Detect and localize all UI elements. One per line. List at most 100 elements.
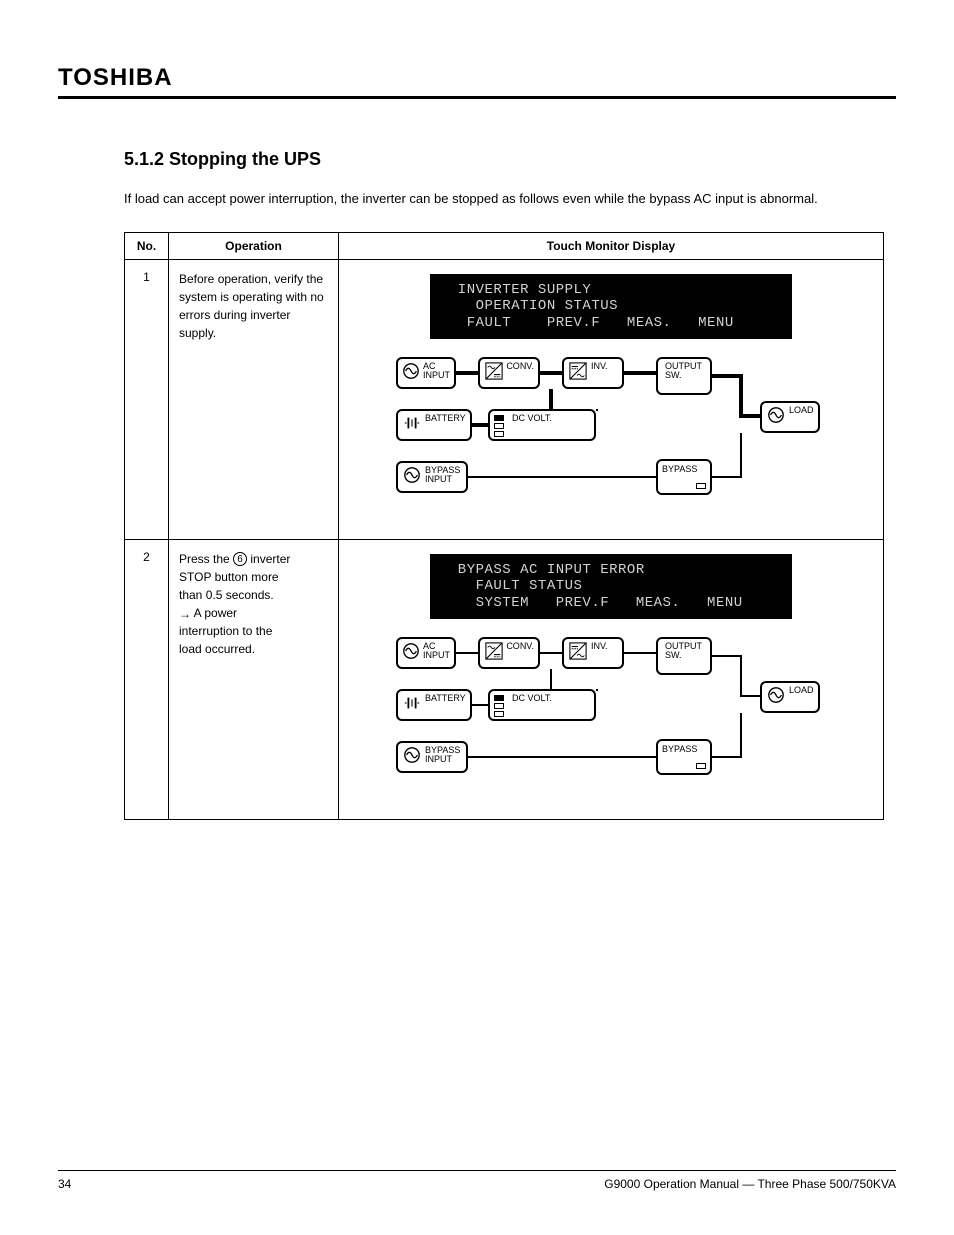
circled-number-icon: 6 xyxy=(233,552,247,566)
row1-no: 1 xyxy=(125,259,169,539)
sine-icon xyxy=(766,405,786,425)
acdc-icon xyxy=(484,641,503,661)
table-header-no: No. xyxy=(125,232,169,259)
diagram-block-load: LOAD xyxy=(760,401,820,433)
table-row: 1 Before operation, verify the system is… xyxy=(125,259,884,539)
block-label: OUTPUTSW. xyxy=(665,362,702,381)
connector-line xyxy=(740,713,742,758)
block-label: BYPASSINPUT xyxy=(425,466,460,485)
block-label: BATTERY xyxy=(425,694,466,703)
lcd-line: BYPASS AC INPUT ERROR xyxy=(440,562,782,579)
op2-l1-post: inverter xyxy=(250,552,290,566)
connector-line xyxy=(624,652,656,654)
led-stack xyxy=(494,415,510,439)
table-row: 2 Press the 6 inverter STOP button more … xyxy=(125,539,884,819)
diagram-block-dc: DC VOLT. xyxy=(488,689,596,721)
brand-text: TOSHIBA xyxy=(58,64,896,92)
block-label: DC VOLT. xyxy=(512,414,552,423)
batt-icon xyxy=(402,693,422,713)
acdc-icon xyxy=(484,361,503,381)
diagram-block-bypass-sw: BYPASS xyxy=(656,459,712,495)
connector-line xyxy=(740,695,760,697)
diagram-block-out_sw: OUTPUTSW. xyxy=(656,637,712,675)
row2-no: 2 xyxy=(125,539,169,819)
connector-line xyxy=(540,371,562,375)
connector-line xyxy=(549,389,553,409)
block-label: CONV. xyxy=(506,362,534,371)
lcd-line: FAULT PREV.F MEAS. MENU xyxy=(440,315,782,332)
dcac-icon xyxy=(568,361,588,381)
document-title: G9000 Operation Manual — Three Phase 500… xyxy=(604,1177,896,1191)
op2-l3: than 0.5 seconds. xyxy=(179,588,274,602)
op2-l6: load occurred. xyxy=(179,642,255,656)
lcd-line: SYSTEM PREV.F MEAS. MENU xyxy=(440,595,782,612)
diagram-block-byp_ac: BYPASSINPUT xyxy=(396,741,468,773)
operations-table: No. Operation Touch Monitor Display 1 Be… xyxy=(124,232,884,820)
connector-line xyxy=(740,433,742,478)
sine-icon xyxy=(402,361,420,381)
block-label: BYPASS xyxy=(662,464,697,474)
op2-arrowline: A power xyxy=(194,606,237,620)
diagram-block-inv: INV. xyxy=(562,637,624,669)
op2-l5: interruption to the xyxy=(179,624,272,638)
connector-line xyxy=(712,476,742,478)
switch-indicator-icon xyxy=(696,483,706,489)
footer-rule xyxy=(58,1170,896,1171)
arrow-right-icon: → xyxy=(179,605,191,623)
flow-diagram: ACINPUT CONV. INV. OUTPUTSW. LOAD BATTERY DC V… xyxy=(396,637,826,803)
block-label: OUTPUTSW. xyxy=(665,642,702,661)
table-header-op: Operation xyxy=(169,232,339,259)
diagram-block-batt: BATTERY xyxy=(396,409,472,441)
lcd-line: INVERTER SUPPLY xyxy=(440,282,782,299)
connector-line xyxy=(456,652,478,654)
connector-line xyxy=(624,371,656,375)
connector-line xyxy=(550,669,552,689)
batt-icon xyxy=(402,413,422,433)
op2-l2: STOP button more xyxy=(179,570,279,584)
header-rule xyxy=(58,96,896,99)
block-label: LOAD xyxy=(789,406,814,415)
lcd-line: OPERATION STATUS xyxy=(440,298,782,315)
block-label: LOAD xyxy=(789,686,814,695)
block-label: ACINPUT xyxy=(423,642,450,661)
connector-line xyxy=(712,655,742,657)
diagram-block-inv: INV. xyxy=(562,357,624,389)
connector-line xyxy=(739,374,743,416)
connector-line xyxy=(540,652,562,654)
page-footer: 34 G9000 Operation Manual — Three Phase … xyxy=(58,1170,896,1191)
switch-indicator-icon xyxy=(696,763,706,769)
diagram-block-load: LOAD xyxy=(760,681,820,713)
content-indent: 5.1.2 Stopping the UPS If load can accep… xyxy=(58,149,896,208)
diagram-block-out_sw: OUTPUTSW. xyxy=(656,357,712,395)
flow-diagram: ACINPUT CONV. INV. OUTPUTSW. LOAD BATTERY DC V… xyxy=(396,357,826,523)
connector-line xyxy=(739,414,761,418)
diagram-block-ac: ACINPUT xyxy=(396,357,456,389)
block-label: BYPASSINPUT xyxy=(425,746,460,765)
row2-op: Press the 6 inverter STOP button more th… xyxy=(169,539,339,819)
sine-icon xyxy=(402,465,422,485)
block-label: INV. xyxy=(591,642,608,651)
connector-line xyxy=(456,371,478,375)
lcd-display: INVERTER SUPPLY OPERATION STATUS FAULT P… xyxy=(430,274,792,339)
row2-monitor: BYPASS AC INPUT ERROR FAULT STATUS SYSTE… xyxy=(339,539,884,819)
row1-op: Before operation, verify the system is o… xyxy=(169,259,339,539)
page-number: 34 xyxy=(58,1177,71,1191)
lcd-line: FAULT STATUS xyxy=(440,578,782,595)
connector-line xyxy=(596,689,598,691)
sine-icon xyxy=(402,745,422,765)
connector-line xyxy=(712,374,742,378)
block-label: INV. xyxy=(591,362,608,371)
diagram-block-byp_ac: BYPASSINPUT xyxy=(396,461,468,493)
block-label: ACINPUT xyxy=(423,362,450,381)
connector-line xyxy=(472,423,488,427)
dcac-icon xyxy=(568,641,588,661)
block-label: BYPASS xyxy=(662,744,697,754)
sine-icon xyxy=(766,685,786,705)
diagram-block-conv: CONV. xyxy=(478,637,540,669)
led-stack xyxy=(494,695,510,719)
diagram-block-batt: BATTERY xyxy=(396,689,472,721)
op2-l1-pre: Press the xyxy=(179,552,233,566)
connector-line xyxy=(468,476,656,478)
connector-line xyxy=(472,704,488,706)
diagram-block-ac: ACINPUT xyxy=(396,637,456,669)
